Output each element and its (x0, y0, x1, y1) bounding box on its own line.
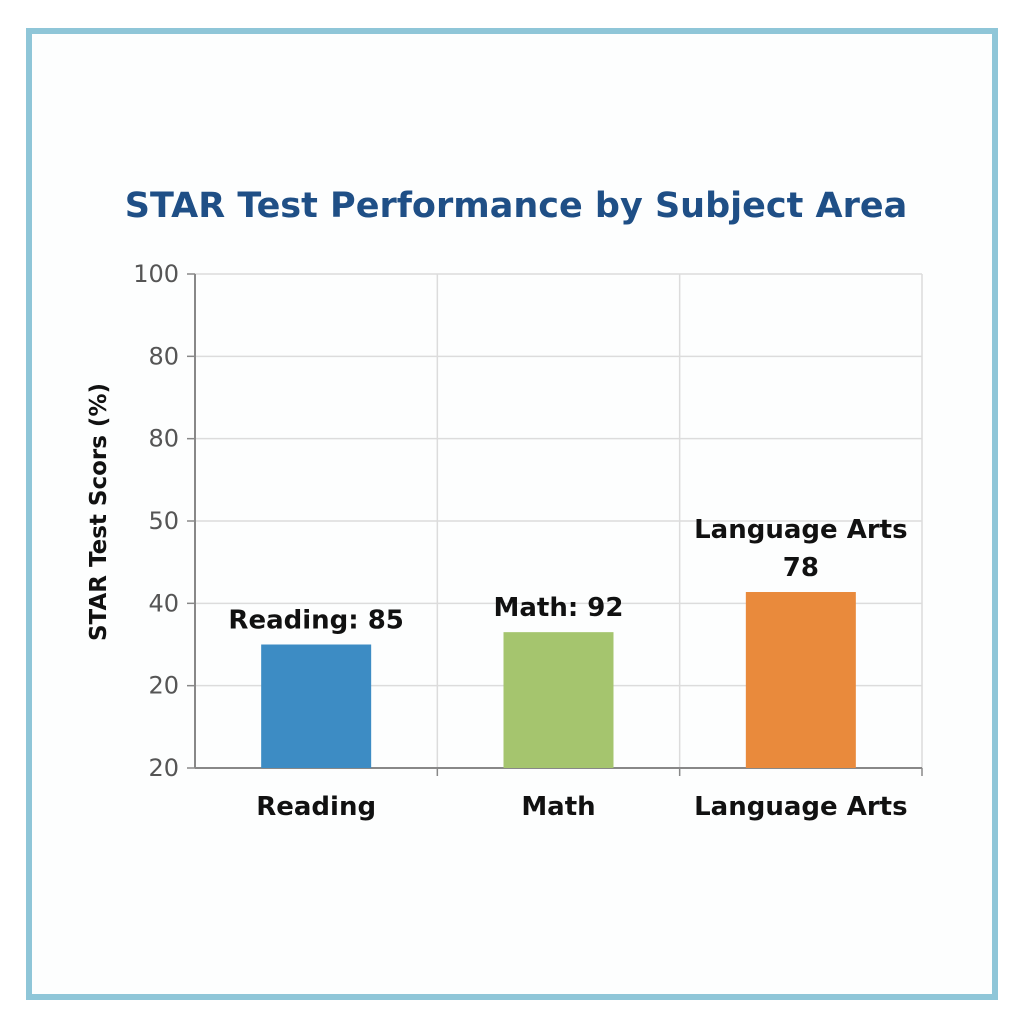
y-tick-label: 40 (148, 589, 179, 617)
gridlines (195, 273, 923, 768)
chart-title: STAR Test Performance by Subject Area (124, 186, 908, 226)
bar-language-arts (745, 592, 856, 768)
x-tick-labels: Reading Math Language Arts (256, 792, 907, 822)
bar-math (503, 632, 614, 768)
y-axis-label: STAR Test Scors (%) (86, 383, 112, 641)
data-label: Math: 92 (494, 593, 624, 623)
y-tick-label: 20 (148, 754, 179, 782)
x-tick-label: Math (521, 792, 595, 822)
data-label: Language Arts (694, 515, 907, 545)
y-tick-label: 80 (148, 342, 179, 370)
data-labels: Reading: 85 Math: 92 Language Arts 78 (228, 515, 907, 635)
bars (261, 592, 856, 768)
data-label: 78 (783, 553, 819, 583)
y-tick-labels: 20 20 40 50 80 80 100 (133, 260, 179, 782)
y-tick-label: 100 (133, 260, 179, 288)
y-tick-label: 50 (148, 507, 179, 535)
chart-frame (26, 28, 998, 1000)
y-tick-label: 20 (148, 672, 179, 700)
x-tick-label: Language Arts (694, 792, 907, 822)
bar-reading (261, 644, 372, 768)
y-tick-label: 80 (148, 425, 179, 453)
x-tick-label: Reading (256, 792, 376, 822)
data-label: Reading: 85 (228, 606, 403, 636)
